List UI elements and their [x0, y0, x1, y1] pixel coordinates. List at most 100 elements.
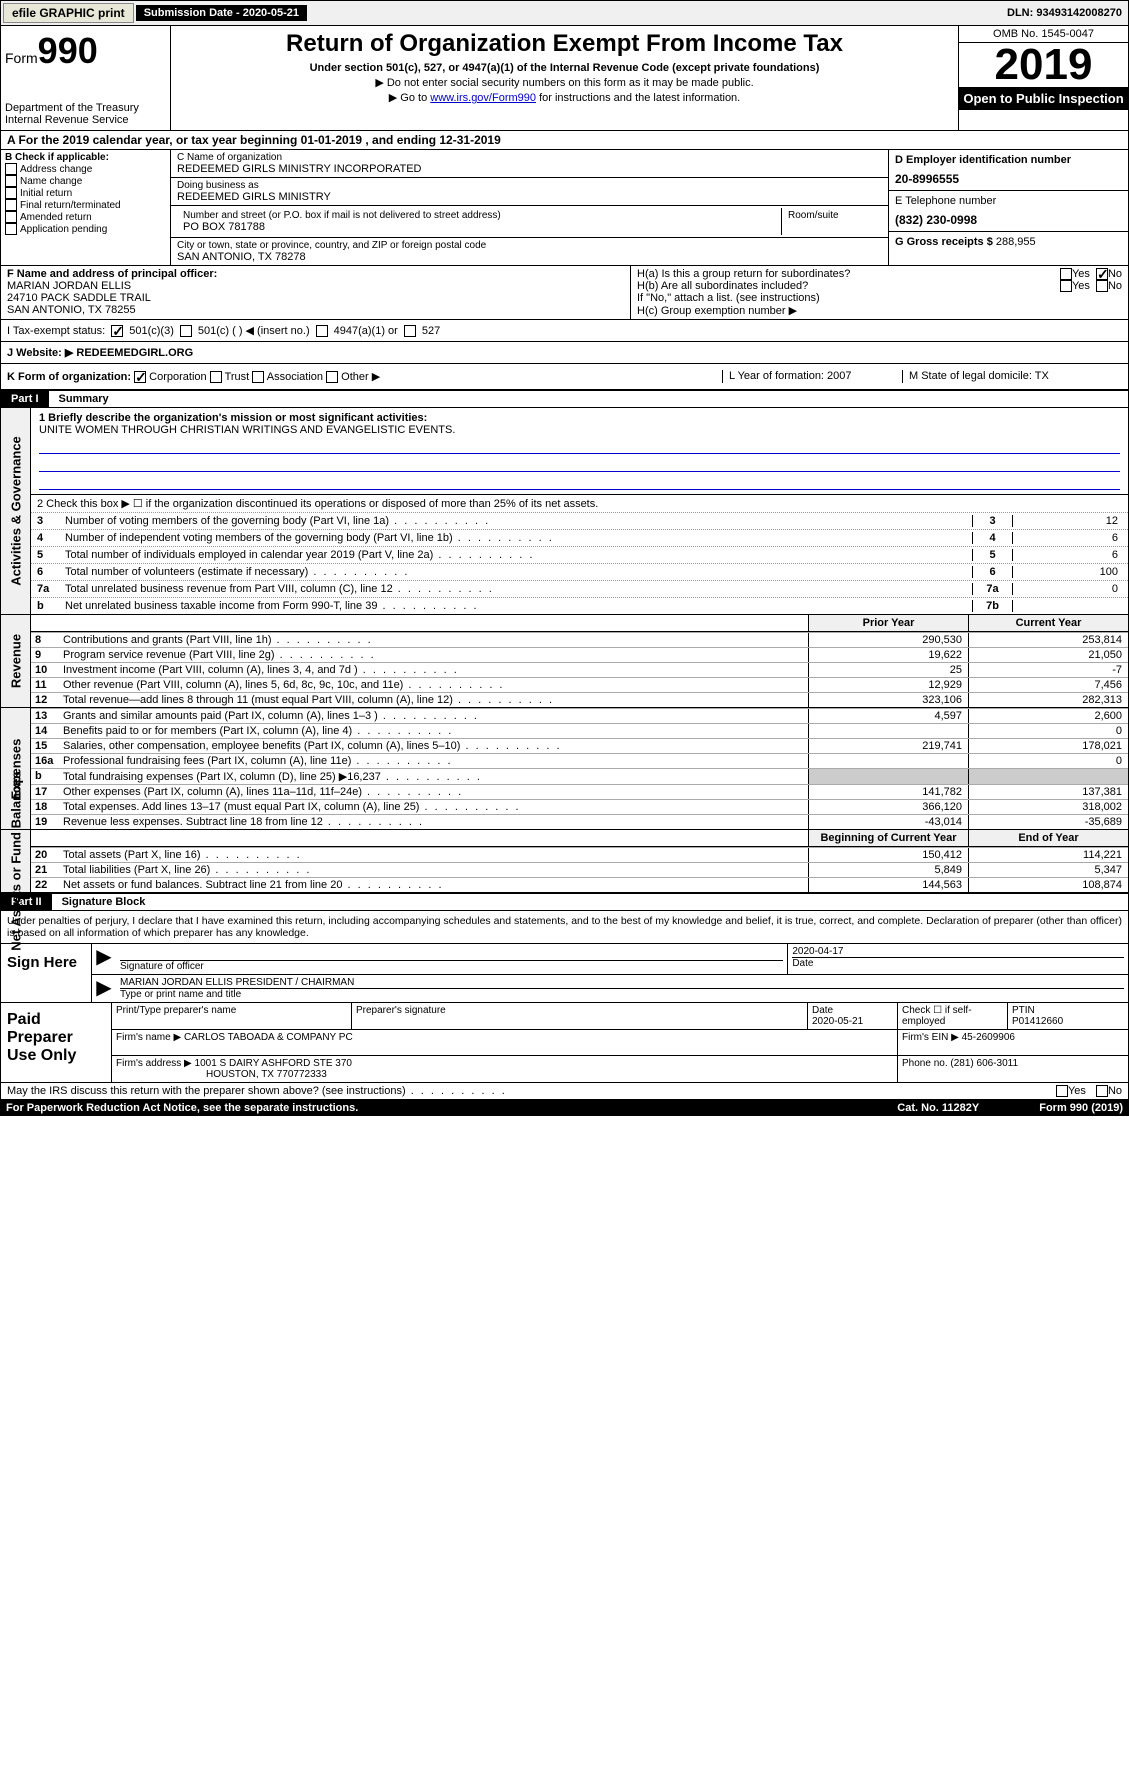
- data-row: 21Total liabilities (Part X, line 26)5,8…: [31, 862, 1128, 877]
- city: SAN ANTONIO, TX 78278: [177, 251, 882, 263]
- lbl-trust: Trust: [225, 371, 250, 383]
- addr-label: Number and street (or P.O. box if mail i…: [183, 210, 775, 221]
- firm-name: CARLOS TABOADA & COMPANY PC: [184, 1032, 353, 1043]
- firm-addr1: 1001 S DAIRY ASHFORD STE 370: [195, 1058, 352, 1069]
- row-k: K Form of organization: Corporation Trus…: [0, 364, 1129, 390]
- prep-date: 2020-05-21: [812, 1016, 863, 1027]
- org-name: REDEEMED GIRLS MINISTRY INCORPORATED: [177, 163, 882, 175]
- name-title-label: Type or print name and title: [120, 988, 1124, 1000]
- lbl-527: 527: [422, 325, 440, 337]
- addr: PO BOX 781788: [183, 221, 775, 233]
- lbl-other: Other ▶: [341, 371, 380, 383]
- year-formation: L Year of formation: 2007: [722, 370, 902, 383]
- lbl-501c: 501(c) ( ) ◀ (insert no.): [198, 324, 310, 337]
- preparer-sig-label: Preparer's signature: [352, 1003, 808, 1029]
- hb-note: If "No," attach a list. (see instruction…: [637, 292, 1122, 304]
- check-name-change[interactable]: [5, 175, 17, 187]
- check-trust[interactable]: [210, 371, 222, 383]
- check-initial-return[interactable]: [5, 187, 17, 199]
- firm-ein: 45-2609906: [962, 1032, 1015, 1043]
- data-row: bTotal fundraising expenses (Part IX, co…: [31, 768, 1128, 784]
- part1-title: Summary: [49, 391, 1128, 407]
- line2: 2 Check this box ▶ ☐ if the organization…: [31, 495, 1128, 513]
- room-label: Room/suite: [788, 210, 876, 221]
- discuss-row: May the IRS discuss this return with the…: [0, 1083, 1129, 1100]
- goto-pre: ▶ Go to: [389, 92, 430, 104]
- org-name-label: C Name of organization: [177, 152, 882, 163]
- col-current-year: Current Year: [968, 615, 1128, 631]
- phone-label: E Telephone number: [895, 195, 1122, 207]
- k-label: K Form of organization:: [7, 371, 131, 383]
- dba: REDEEMED GIRLS MINISTRY: [177, 191, 882, 203]
- self-employed-check[interactable]: Check ☐ if self-employed: [898, 1003, 1008, 1029]
- check-app-pending[interactable]: [5, 223, 17, 235]
- check-assoc[interactable]: [252, 371, 264, 383]
- arrow-icon-2: ▶: [92, 975, 116, 1002]
- tax-status-row: I Tax-exempt status: 501(c)(3) 501(c) ( …: [0, 320, 1129, 342]
- sig-date-label: Date: [792, 957, 1124, 969]
- mission-text: UNITE WOMEN THROUGH CHRISTIAN WRITINGS A…: [39, 424, 1120, 436]
- ptin: P01412660: [1012, 1016, 1063, 1027]
- check-address-change[interactable]: [5, 163, 17, 175]
- data-row: 15Salaries, other compensation, employee…: [31, 738, 1128, 753]
- box-d-e-g: D Employer identification number 20-8996…: [888, 150, 1128, 265]
- discuss-yes[interactable]: [1056, 1085, 1068, 1097]
- data-row: 10Investment income (Part VIII, column (…: [31, 662, 1128, 677]
- discuss-yes-label: Yes: [1068, 1085, 1086, 1097]
- hb-yes[interactable]: [1060, 280, 1072, 292]
- page-title: Return of Organization Exempt From Incom…: [175, 30, 954, 58]
- check-527[interactable]: [404, 325, 416, 337]
- sign-here-block: Sign Here ▶ Signature of officer 2020-04…: [0, 944, 1129, 1003]
- side-revenue: Revenue: [8, 634, 23, 688]
- side-governance: Activities & Governance: [8, 436, 23, 586]
- hc-label: H(c) Group exemption number ▶: [637, 304, 1122, 317]
- footer: For Paperwork Reduction Act Notice, see …: [0, 1100, 1129, 1116]
- open-public-badge: Open to Public Inspection: [959, 87, 1128, 110]
- side-netassets: Net Assets or Fund Balances: [8, 771, 23, 950]
- preparer-name-label: Print/Type preparer's name: [112, 1003, 352, 1029]
- check-other[interactable]: [326, 371, 338, 383]
- no-label: No: [1108, 268, 1122, 280]
- tax-year: 2019: [959, 43, 1128, 87]
- data-row: 11Other revenue (Part VIII, column (A), …: [31, 677, 1128, 692]
- officer-name-title: MARIAN JORDAN ELLIS PRESIDENT / CHAIRMAN: [120, 977, 1124, 988]
- subtitle: Under section 501(c), 527, or 4947(a)(1)…: [175, 62, 954, 74]
- efile-print-button[interactable]: efile GRAPHIC print: [3, 3, 134, 23]
- ptin-label: PTIN: [1012, 1005, 1035, 1016]
- summary-line: 3Number of voting members of the governi…: [31, 513, 1128, 530]
- perjury-statement: Under penalties of perjury, I declare th…: [0, 911, 1129, 944]
- ein: 20-8996555: [895, 172, 1122, 186]
- form-label: Form: [5, 50, 38, 66]
- paid-preparer-block: Paid Preparer Use Only Print/Type prepar…: [0, 1003, 1129, 1083]
- hb-no[interactable]: [1096, 280, 1108, 292]
- goto-post: for instructions and the latest informat…: [536, 92, 740, 104]
- data-row: 16aProfessional fundraising fees (Part I…: [31, 753, 1128, 768]
- officer-label: F Name and address of principal officer:: [7, 268, 624, 280]
- entity-block: B Check if applicable: Address change Na…: [0, 150, 1129, 266]
- lbl-501c3: 501(c)(3): [129, 325, 174, 337]
- dba-label: Doing business as: [177, 180, 882, 191]
- ha-yes[interactable]: [1060, 268, 1072, 280]
- part1-header: Part I Summary: [0, 390, 1129, 408]
- check-corp[interactable]: [134, 371, 146, 383]
- part2-header: Part II Signature Block: [0, 893, 1129, 911]
- form-number: 990: [38, 30, 98, 71]
- check-501c3[interactable]: [111, 325, 123, 337]
- ha-no[interactable]: [1096, 268, 1108, 280]
- data-row: 18Total expenses. Add lines 13–17 (must …: [31, 799, 1128, 814]
- check-final-return[interactable]: [5, 199, 17, 211]
- check-501c[interactable]: [180, 325, 192, 337]
- sig-date: 2020-04-17: [792, 946, 1124, 957]
- pra-notice: For Paperwork Reduction Act Notice, see …: [6, 1102, 897, 1114]
- instructions-link[interactable]: www.irs.gov/Form990: [430, 92, 536, 104]
- gross-receipts: 288,955: [996, 236, 1036, 248]
- cat-no: Cat. No. 11282Y: [897, 1102, 979, 1114]
- check-4947[interactable]: [316, 325, 328, 337]
- line1-label: 1 Briefly describe the organization's mi…: [39, 412, 427, 424]
- expenses-section: Expenses 13Grants and similar amounts pa…: [0, 708, 1129, 830]
- netassets-section: Net Assets or Fund Balances Beginning of…: [0, 830, 1129, 893]
- summary-line: 6Total number of volunteers (estimate if…: [31, 564, 1128, 581]
- officer-group-row: F Name and address of principal officer:…: [0, 266, 1129, 320]
- discuss-no[interactable]: [1096, 1085, 1108, 1097]
- check-amended[interactable]: [5, 211, 17, 223]
